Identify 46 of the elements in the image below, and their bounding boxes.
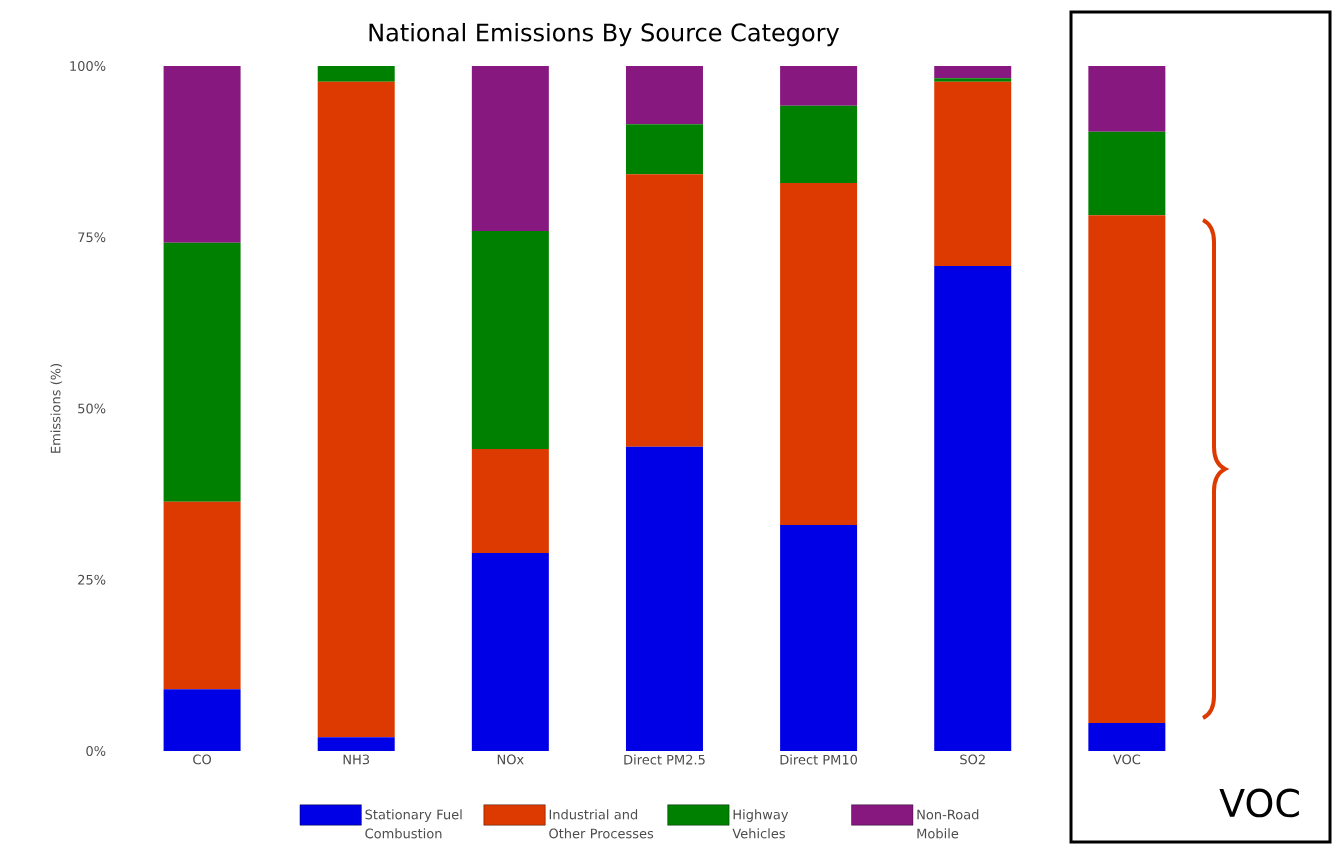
bar (934, 78, 1012, 82)
text: VOC (1219, 788, 1299, 818)
bar (471, 65, 549, 232)
y-tick-label: 75% (78, 232, 106, 243)
x-tick-label: NOx (497, 754, 524, 765)
bar (625, 174, 703, 447)
bar (471, 448, 549, 554)
x-tick-label: CO (193, 754, 212, 765)
x-tick-label: Direct PM2.5 (624, 754, 705, 765)
bar (625, 446, 703, 751)
bar (163, 689, 241, 751)
x-tick-label: SO2 (960, 754, 985, 765)
legend-label: Stationary Fuel Combustion (365, 809, 462, 839)
y-tick-label: 50% (78, 403, 106, 414)
legend-label: Industrial and Other Processes (549, 809, 654, 839)
bar (780, 524, 858, 751)
bar (317, 65, 395, 82)
bar (780, 65, 858, 106)
legend-label: Highway Vehicles (732, 809, 789, 839)
y-axis-title: Emissions (%) (50, 363, 63, 453)
bar (1088, 131, 1166, 216)
bar (780, 105, 858, 184)
bar (163, 65, 241, 243)
x-tick-label: VOC (1112, 754, 1141, 765)
bar (625, 124, 703, 175)
bar (317, 81, 395, 738)
bar (934, 65, 1012, 79)
bar (934, 81, 1012, 267)
bar (1088, 215, 1166, 723)
x-tick-label: NH3 (343, 754, 370, 765)
bar (934, 266, 1012, 751)
y-tick-label: 25% (78, 574, 106, 585)
bar (317, 737, 395, 751)
y-tick-label: 100% (70, 61, 106, 71)
bar (1088, 722, 1166, 751)
bar (163, 242, 241, 502)
y-tick-label: 0% (86, 746, 106, 756)
bar (780, 183, 858, 525)
legend-label: Non-Road Mobile (917, 809, 979, 839)
bar (1088, 65, 1166, 132)
bar (625, 65, 703, 125)
bar (471, 553, 549, 751)
bar (163, 501, 241, 690)
chart-title: National Emissions By Source Category (369, 22, 840, 47)
x-tick-label: Direct PM10 (780, 754, 858, 765)
bar (471, 231, 549, 449)
